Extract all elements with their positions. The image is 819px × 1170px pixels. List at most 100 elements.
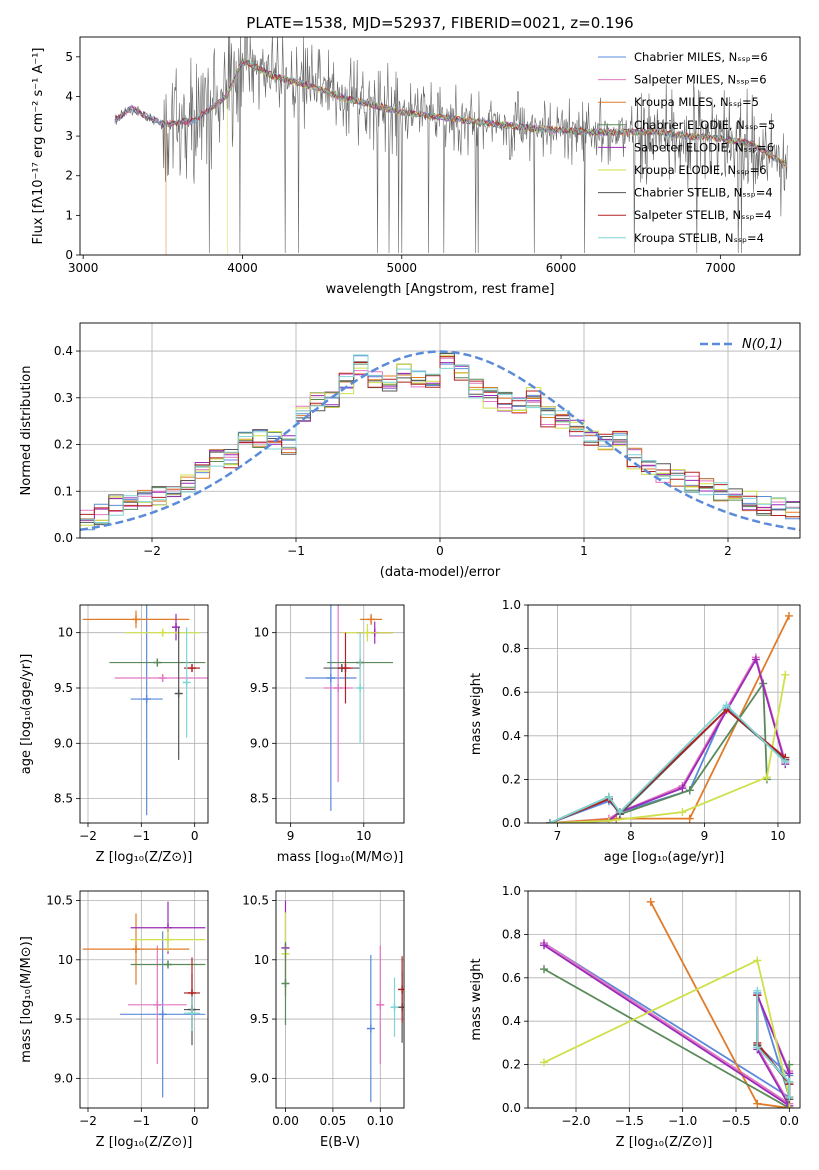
x-tick-label: 4000 — [227, 261, 258, 275]
x-tick-label: 10 — [770, 829, 785, 843]
legend-label: Chabrier STELIB, Nₛₛₚ=4 — [634, 186, 773, 200]
y-tick-label: 0.0 — [502, 1101, 521, 1115]
y-tick-label: 9.5 — [250, 1012, 269, 1026]
x-tick-label: −2.0 — [561, 1114, 590, 1128]
y-tick-label: 9.5 — [54, 681, 73, 695]
plot-area — [305, 605, 394, 811]
legend-label: Salpeter ELODIE, Nₛₛₚ=6 — [634, 140, 774, 154]
y-axis-label: Flux [fλ10⁻¹⁷ erg cm⁻² s⁻¹ A⁻¹] — [31, 48, 46, 245]
y-tick-label: 0.4 — [502, 1014, 521, 1028]
y-tick-label: 8.5 — [250, 792, 269, 806]
gaussian-curve — [80, 350, 800, 532]
x-tick-label: −2 — [143, 544, 161, 558]
y-tick-label: 9.0 — [54, 736, 73, 750]
spectrum-model-salpeter-stelib — [114, 61, 787, 166]
weight-line-chabrier-elodie — [549, 680, 768, 823]
y-tick-label: 1.0 — [502, 598, 521, 612]
weight-line-salpeter-miles — [543, 942, 791, 1105]
plot-area — [114, 37, 788, 255]
x-axis-label: (data-model)/error — [380, 565, 501, 580]
y-tick-label: 0.0 — [54, 531, 73, 545]
x-tick-label: 7 — [554, 829, 562, 843]
x-tick-label: 0 — [191, 829, 199, 843]
y-tick-label: 2 — [65, 169, 73, 183]
weight-line-kroupa-elodie — [543, 959, 791, 1108]
legend-label: Kroupa STELIB, Nₛₛₚ=4 — [634, 231, 764, 245]
x-tick-label: 0.00 — [272, 1114, 299, 1128]
axes-frame — [275, 604, 405, 824]
axes-frame — [79, 890, 209, 1109]
plot-area — [82, 605, 208, 816]
x-axis-label: age [log₁₀(age/yr)] — [604, 850, 725, 865]
y-tick-label: 0.6 — [502, 971, 521, 985]
x-axis-label: Z [log₁₀(Z/Z⊙)] — [616, 1135, 713, 1150]
spectrum-model-kroupa-elodie — [226, 57, 788, 255]
x-tick-label: −2 — [79, 829, 97, 843]
axes-frame — [527, 890, 801, 1109]
weight-line-salpeter-stelib — [549, 708, 786, 823]
x-tick-label: 0 — [436, 544, 444, 558]
panel-mass-vs-EBV: 0.00 0.05 0.10 9.0 9.5 10 10.5 E(B-V) — [242, 890, 405, 1150]
axes-frame — [79, 322, 801, 539]
y-tick-label: 0.8 — [502, 927, 521, 941]
y-tick-label: 0.4 — [54, 344, 73, 358]
y-tick-label: 9.0 — [250, 1071, 269, 1085]
y-tick-label: 10.5 — [242, 893, 269, 907]
y-tick-label: 9.0 — [250, 736, 269, 750]
y-axis-label: Normed distribution — [19, 366, 34, 496]
x-tick-label: −1.5 — [615, 1114, 644, 1128]
x-tick-label: 0.10 — [367, 1114, 394, 1128]
y-tick-label: 10 — [254, 626, 269, 640]
x-tick-label: −1.0 — [668, 1114, 697, 1128]
figure-title: PLATE=1538, MJD=52937, FIBERID=0021, z=0… — [246, 14, 633, 32]
y-tick-label: 5 — [65, 50, 73, 64]
weight-line-chabrier-miles — [549, 706, 786, 823]
legend-label: Chabrier MILES, Nₛₛₚ=6 — [634, 50, 768, 64]
y-tick-label: 9.0 — [54, 1071, 73, 1085]
weight-line-kroupa-stelib — [549, 704, 786, 823]
x-tick-label: 0.05 — [320, 1114, 347, 1128]
plot-area — [82, 901, 206, 1098]
x-tick-label: −0.5 — [721, 1114, 750, 1128]
x-tick-label: 6000 — [546, 261, 577, 275]
x-axis-label: Z [log₁₀(Z/Z⊙)] — [96, 850, 193, 865]
y-tick-label: 0.2 — [502, 1058, 521, 1072]
x-tick-label: 0 — [191, 1114, 199, 1128]
x-tick-label: −1 — [132, 829, 150, 843]
histogram-step-kroupa-stelib — [80, 354, 800, 523]
x-tick-label: −1 — [287, 544, 305, 558]
weight-line-kroupa-stelib — [756, 990, 791, 1098]
x-tick-label: 8 — [627, 829, 635, 843]
y-axis-label: mass [log₁₀(M/M⊙)] — [19, 936, 34, 1063]
y-axis-label: age [log₁₀(age/yr)] — [19, 654, 34, 775]
legend-label: Chabrier ELODIE, Nₛₛₚ=5 — [634, 118, 775, 132]
y-tick-label: 10 — [58, 953, 73, 967]
y-tick-label: 0.3 — [54, 391, 73, 405]
y-tick-label: 1.0 — [502, 884, 521, 898]
x-tick-label: 0.0 — [780, 1114, 799, 1128]
x-axis-label: E(B-V) — [320, 1135, 360, 1150]
y-tick-label: 4 — [65, 89, 73, 103]
y-tick-label: 0.2 — [502, 772, 521, 786]
panel-mass-weight-vs-Z: −2.0 −1.5 −1.0 −0.5 0.0 0.0 0.2 0.4 0.6 0.8 1.0 Z [… — [469, 884, 801, 1150]
x-tick-label: −1 — [132, 1114, 150, 1128]
y-tick-label: 10.5 — [46, 893, 73, 907]
x-axis-label: wavelength [Angstrom, rest frame] — [326, 282, 555, 297]
axes-frame — [79, 36, 801, 256]
y-tick-label: 0.0 — [502, 816, 521, 830]
panel-residual-histogram: −2 −1 0 1 2 0.0 0.1 0.2 0.3 0.4 (data-model)/error… — [19, 322, 801, 580]
panel-mass-vs-Z: −2 −1 0 9.0 9.5 10 10.5 Z [log₁₀(Z/Z⊙)] mass [lo… — [19, 890, 209, 1150]
y-tick-label: 1 — [65, 208, 73, 222]
x-axis-label: Z [log₁₀(Z/Z⊙)] — [96, 1135, 193, 1150]
legend-label: Kroupa MILES, Nₛₛₚ=5 — [634, 95, 759, 109]
y-tick-label: 0.4 — [502, 729, 521, 743]
y-tick-label: 9.5 — [54, 1012, 73, 1026]
y-tick-label: 8.5 — [54, 792, 73, 806]
y-tick-label: 0 — [65, 248, 73, 262]
legend-label: Kroupa ELODIE, Nₛₛₚ=6 — [634, 163, 767, 177]
x-axis-label: mass [log₁₀(M/M⊙)] — [277, 850, 404, 865]
weight-line-salpeter-elodie — [543, 944, 791, 1107]
panel-spectrum: 3000 4000 5000 6000 7000 0 1 2 3 4 5 wavelength [An… — [31, 36, 801, 297]
plot-area — [540, 897, 794, 1108]
legend-label: Salpeter STELIB, Nₛₛₚ=4 — [634, 208, 772, 222]
